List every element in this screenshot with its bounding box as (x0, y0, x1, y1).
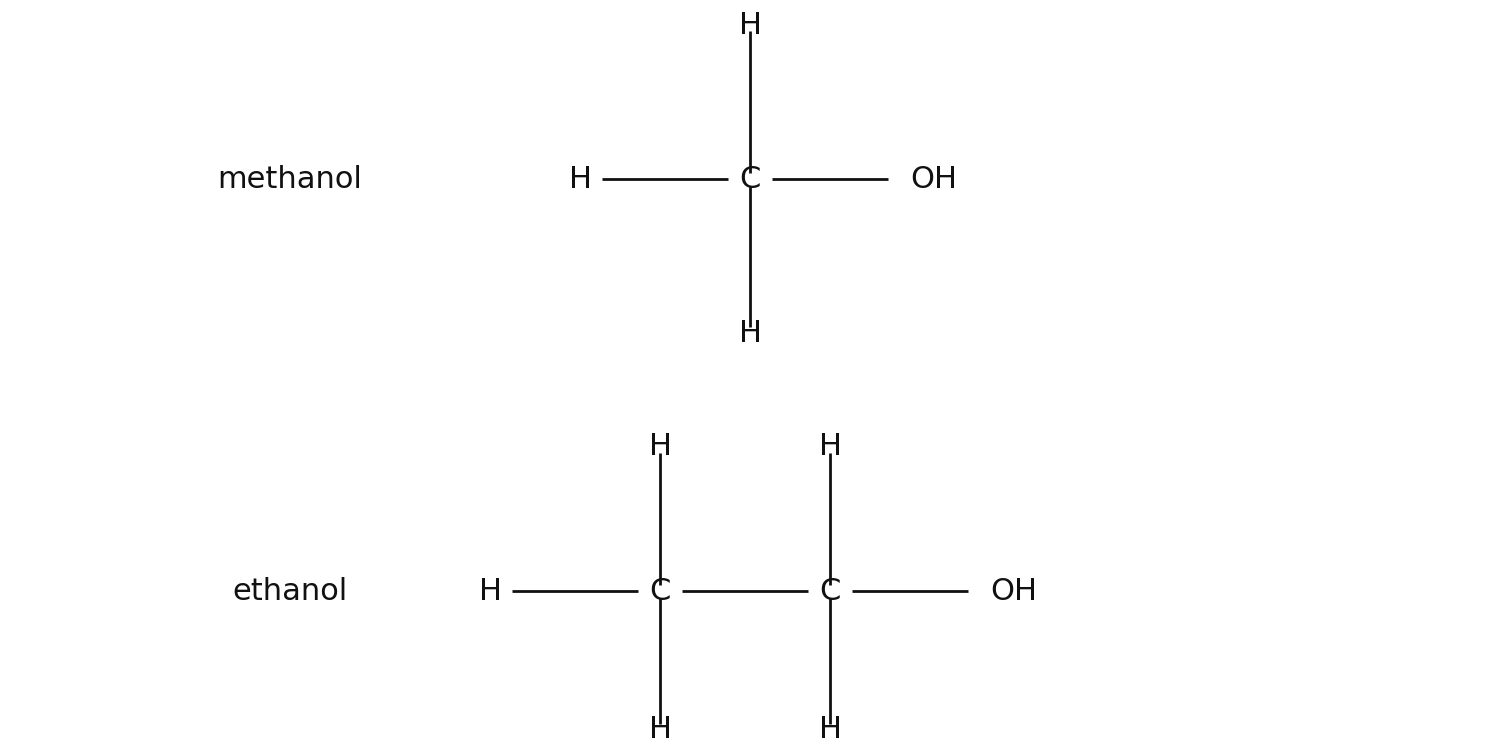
Text: H: H (478, 577, 501, 606)
Text: H: H (819, 432, 842, 461)
Text: C: C (650, 577, 670, 606)
Text: methanol: methanol (217, 165, 363, 194)
Text: OH: OH (910, 165, 957, 194)
Text: C: C (819, 577, 840, 606)
Text: H: H (648, 715, 672, 744)
Text: H: H (738, 11, 762, 40)
Text: OH: OH (990, 577, 1036, 606)
Text: H: H (819, 715, 842, 744)
Text: C: C (740, 165, 760, 194)
Text: H: H (648, 432, 672, 461)
Text: H: H (738, 319, 762, 348)
Text: H: H (568, 165, 591, 194)
Text: ethanol: ethanol (232, 577, 348, 606)
